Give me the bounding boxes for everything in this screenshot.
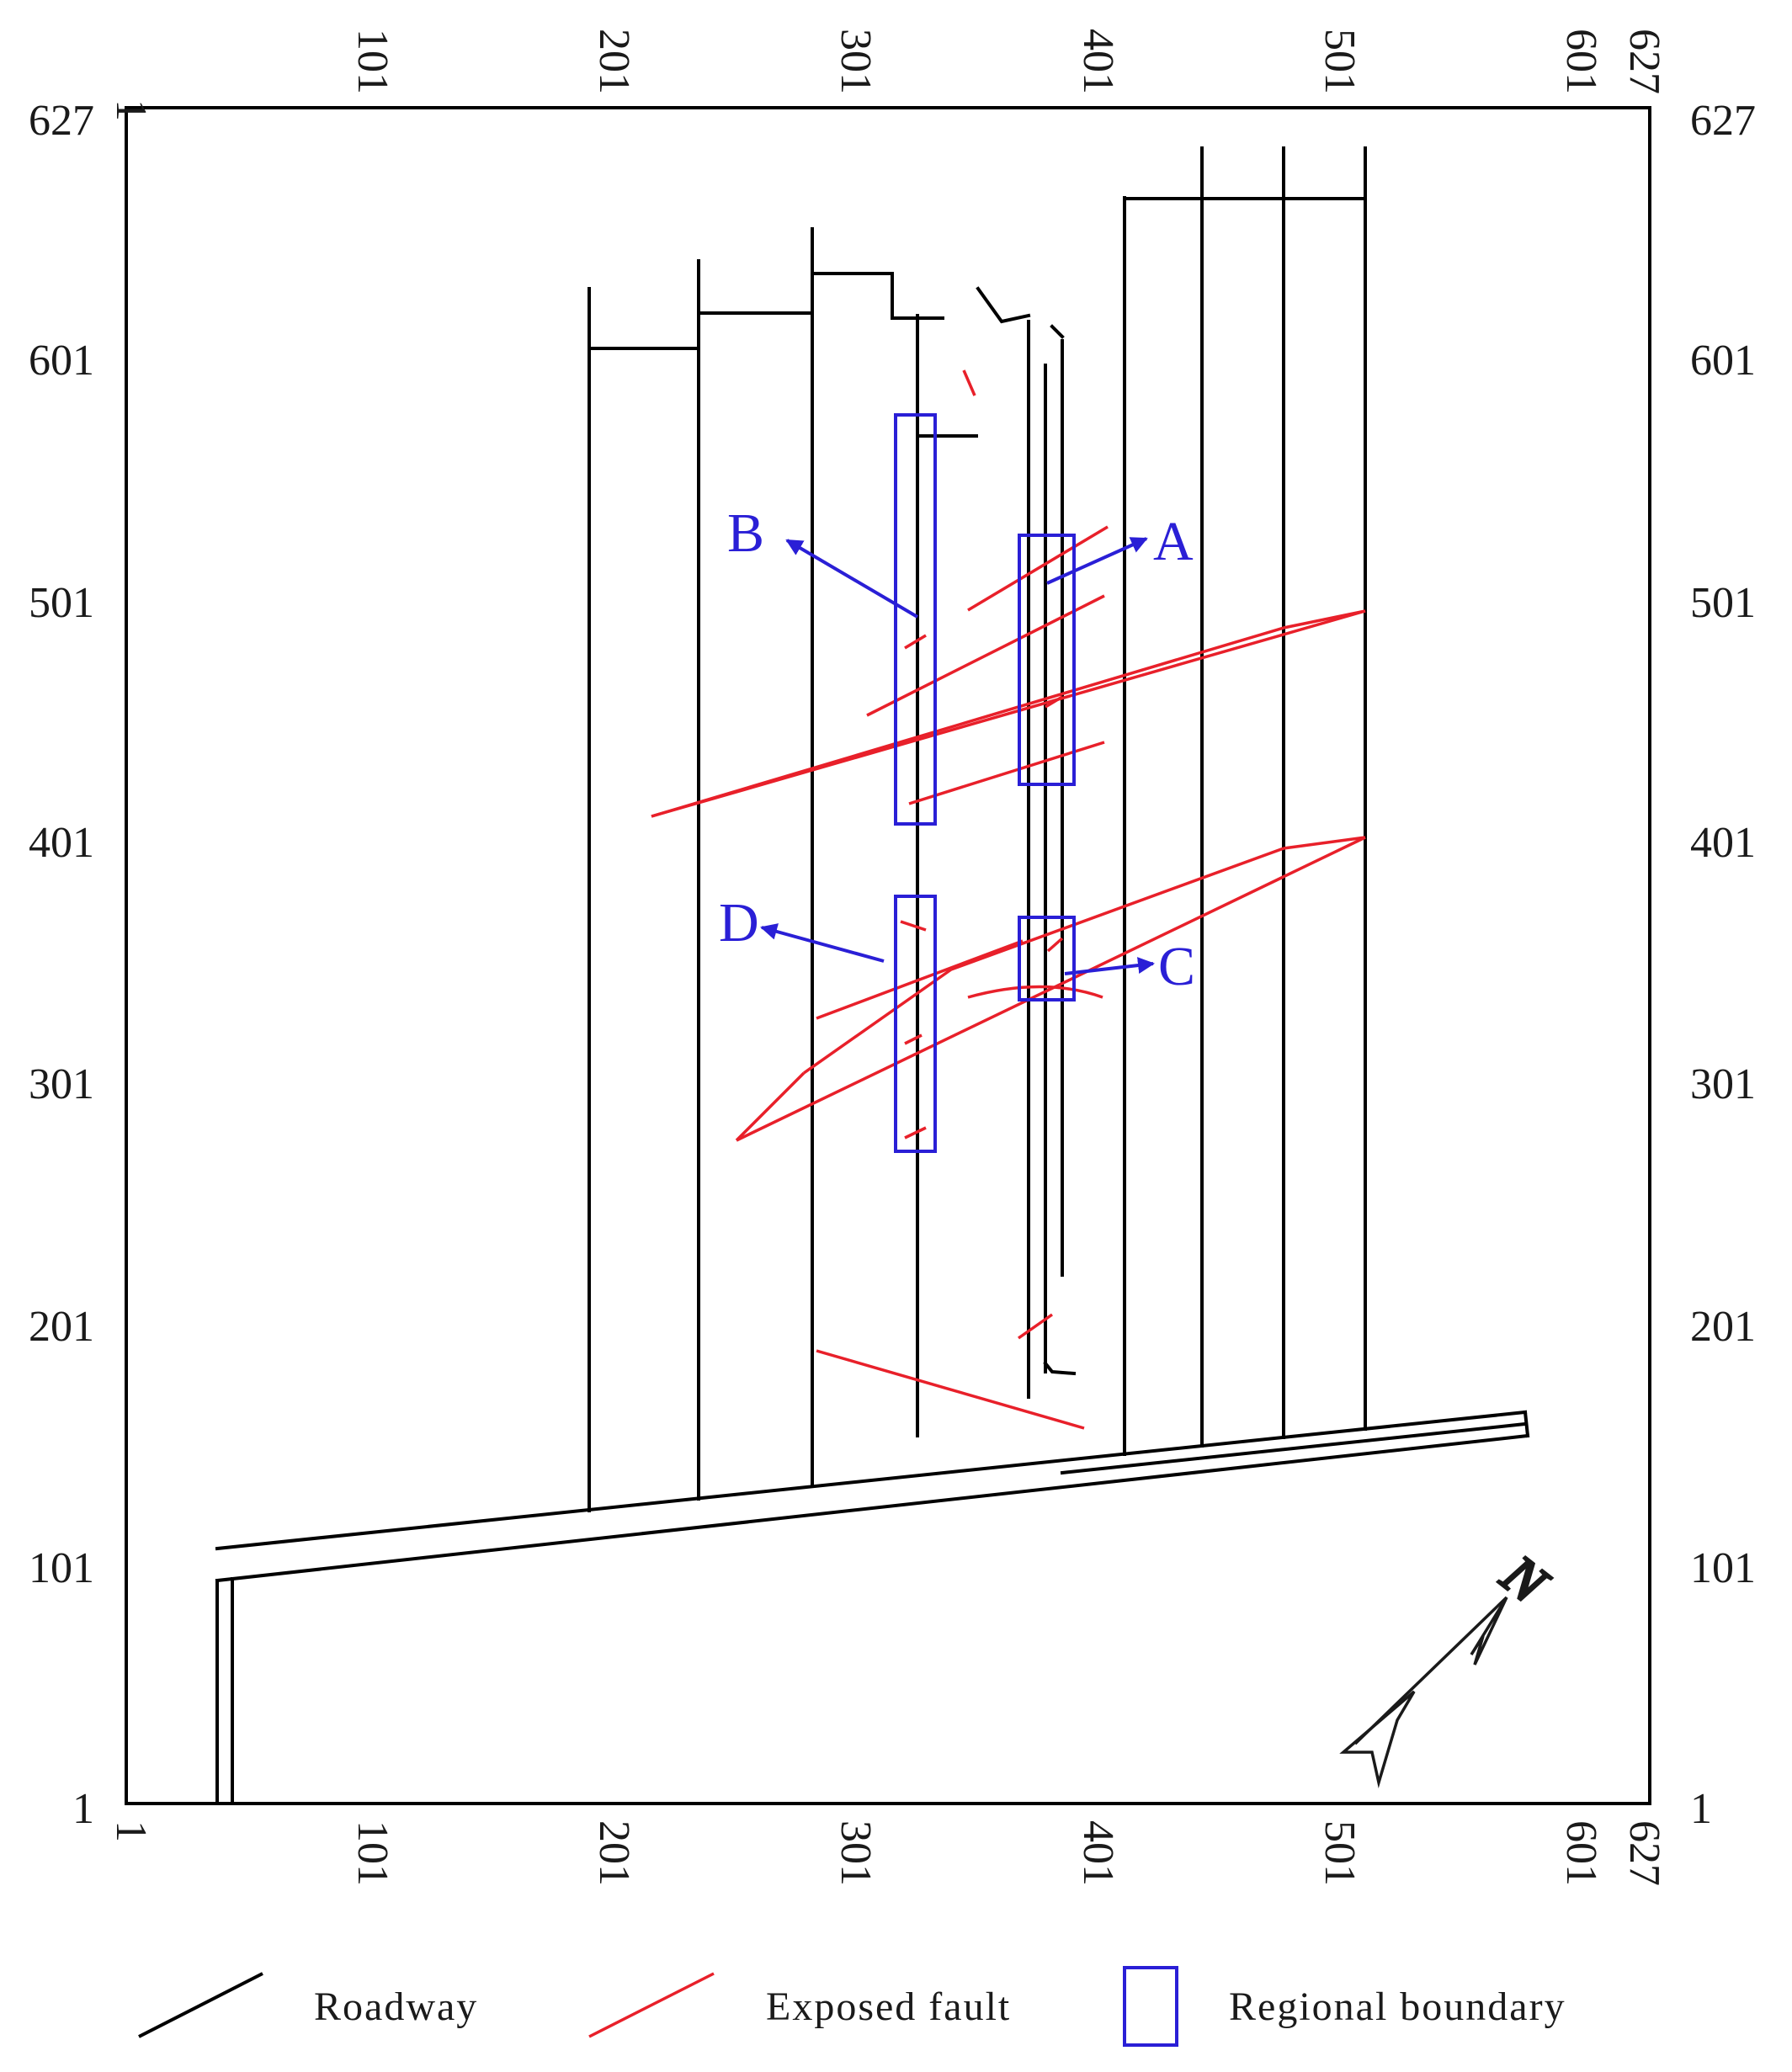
top-tick-401: 401 (1074, 29, 1122, 94)
bottom-tick-1: 1 (107, 1820, 155, 1842)
roadway-bend-1 (976, 286, 1031, 324)
bottom-tick-501: 501 (1316, 1820, 1364, 1886)
legend-fault-label: Exposed fault (766, 1984, 1011, 2029)
right-tick-201: 201 (1690, 1303, 1756, 1351)
fault-22 (1017, 1313, 1054, 1340)
left-tick-401: 401 (29, 819, 94, 867)
region-c-label: C (1158, 936, 1195, 997)
region-a-label: A (1153, 511, 1194, 572)
right-tick-301: 301 (1690, 1060, 1756, 1108)
pointer-a (1046, 537, 1148, 585)
top-tick-627: 627 (1620, 29, 1668, 94)
fault-12 (802, 968, 953, 1075)
legend-boundary-label: Regional boundary (1229, 1984, 1566, 2029)
right-tick-1: 1 (1690, 1785, 1712, 1833)
fault-16 (967, 985, 1103, 999)
legend-boundary-swatch (1123, 1966, 1178, 2047)
region-labels: A B C D (719, 502, 1195, 997)
roadway-main-inner (1060, 1421, 1528, 1475)
left-tick-627: 627 (29, 97, 94, 145)
fault-15 (816, 939, 1024, 1020)
right-tick-401: 401 (1690, 819, 1756, 867)
top-tick-101: 101 (348, 29, 396, 94)
fault-11 (735, 1071, 806, 1142)
north-arrow-head (1470, 1597, 1508, 1666)
bottom-tick-627: 627 (1620, 1820, 1668, 1886)
map-frame (125, 106, 1651, 1805)
region-c-box (1018, 916, 1076, 1001)
fault-8 (962, 369, 976, 396)
left-tick-101: 101 (29, 1544, 94, 1592)
left-tick-501: 501 (29, 579, 94, 627)
top-tick-201: 201 (590, 29, 638, 94)
bottom-tick-201: 201 (590, 1820, 638, 1886)
regions (894, 413, 1076, 1153)
legend: Roadway Exposed fault Regional boundary (138, 1966, 1566, 2047)
bottom-tick-101: 101 (348, 1820, 396, 1886)
north-arrow-tail (1339, 1690, 1416, 1788)
left-tick-301: 301 (29, 1060, 94, 1108)
fault-17 (1046, 937, 1064, 953)
bottom-axis: 1 101 201 301 401 501 601 627 (107, 1820, 1668, 1886)
fault-10 (736, 836, 1366, 1142)
left-tick-601: 601 (29, 337, 94, 385)
right-tick-601: 601 (1690, 337, 1756, 385)
top-axis: 1 101 201 301 401 501 601 627 (107, 29, 1668, 121)
top-tick-301: 301 (832, 29, 880, 94)
fault-6 (908, 741, 1105, 805)
north-arrow-icon: N (1339, 1542, 1561, 1788)
faults (651, 369, 1366, 1430)
pointer-d (760, 923, 885, 963)
legend-item-boundary: Regional boundary (1123, 1966, 1566, 2047)
roadway-main-upper (215, 1410, 1528, 1551)
bottom-tick-601: 601 (1557, 1820, 1605, 1886)
fault-9 (1045, 695, 1063, 709)
pointer-b (785, 539, 919, 619)
fault-14 (1283, 836, 1366, 850)
bottom-tick-401: 401 (1074, 1820, 1122, 1886)
legend-item-fault: Exposed fault (588, 1972, 1011, 2038)
top-tick-501: 501 (1316, 29, 1364, 94)
left-tick-1: 1 (72, 1785, 94, 1833)
fault-3 (1283, 609, 1366, 630)
legend-item-roadway: Roadway (138, 1972, 478, 2038)
pointer-c (1064, 957, 1155, 975)
right-tick-501: 501 (1690, 579, 1756, 627)
region-d-label: D (719, 892, 759, 954)
fault-7 (904, 634, 927, 650)
fault-18 (900, 920, 927, 932)
fault-5 (967, 525, 1109, 612)
legend-roadway-label: Roadway (314, 1984, 478, 2029)
roadway-main-lower (215, 1433, 1530, 1583)
region-d-box (894, 895, 937, 1153)
roadway-bend-2 (1050, 324, 1065, 339)
fault-13 (950, 847, 1284, 971)
region-pointers (760, 537, 1155, 975)
fault-20 (904, 1126, 927, 1140)
left-tick-201: 201 (29, 1303, 94, 1351)
fault-21 (816, 1349, 1085, 1430)
region-a-box (1018, 534, 1076, 786)
roadways (215, 146, 1530, 1805)
fault-19 (904, 1033, 923, 1045)
bottom-tick-301: 301 (832, 1820, 880, 1886)
left-axis: 627 601 501 401 301 201 101 1 (29, 97, 94, 1833)
region-b-label: B (727, 502, 764, 564)
region-b-box (894, 413, 937, 826)
legend-fault-swatch (588, 1972, 715, 2038)
legend-roadway-swatch (138, 1972, 263, 2038)
top-tick-1: 1 (107, 99, 155, 121)
fault-4 (866, 594, 1105, 717)
right-axis: 627 601 501 401 301 201 101 1 (1690, 97, 1756, 1833)
roadway-h3 (811, 272, 944, 320)
right-tick-627: 627 (1690, 97, 1756, 145)
roadway-bottom-hook (1043, 1361, 1077, 1376)
right-tick-101: 101 (1690, 1544, 1756, 1592)
fault-2 (651, 626, 1284, 818)
top-tick-601: 601 (1557, 29, 1605, 94)
